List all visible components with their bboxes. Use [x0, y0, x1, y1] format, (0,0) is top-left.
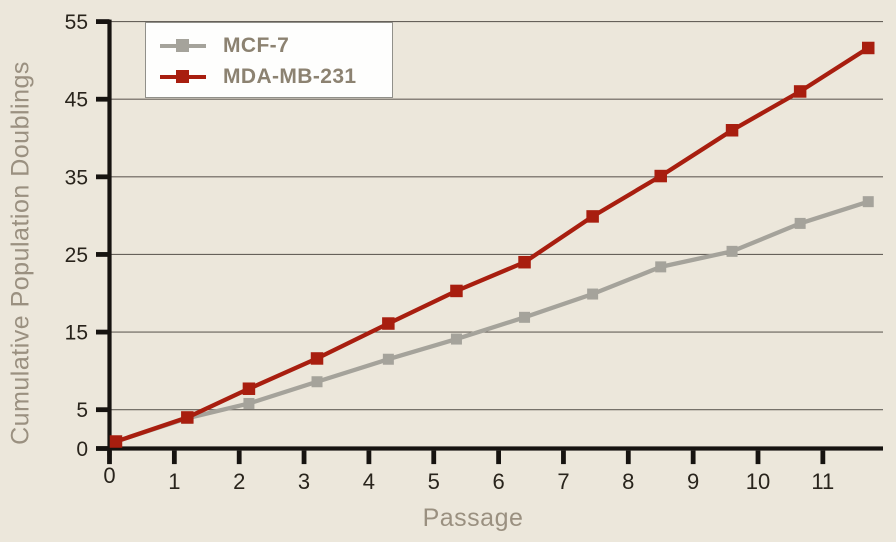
x-tick-label-6: 6 [492, 469, 504, 494]
y-tick-label-45: 45 [65, 89, 88, 112]
y-tick-label-55: 55 [65, 11, 88, 34]
x-tick-9 [690, 450, 696, 465]
series-marker-mda-mb-231-6 [518, 255, 531, 269]
x-tick-5 [431, 450, 437, 465]
y-axis-title: Cumulative Population Doublings [6, 61, 35, 445]
legend-item-mcf7: MCF-7 [160, 30, 392, 61]
series-marker-mcf-7-9 [726, 245, 738, 257]
series-marker-mcf-7-3 [311, 376, 323, 388]
x-axis-title: Passage [422, 504, 524, 532]
x-tick-2 [236, 450, 242, 465]
legend-label-mda-mb-231: MDA-MB-231 [223, 64, 357, 88]
series-marker-mda-mb-231-0 [109, 435, 123, 448]
x-tick-10 [755, 450, 761, 465]
series-marker-mda-mb-231-4 [382, 317, 395, 330]
series-marker-mda-mb-231-3 [310, 352, 324, 365]
x-tick-3 [301, 450, 307, 465]
y-tick-0 [96, 446, 110, 451]
y-tick-35 [96, 174, 110, 180]
x-tick-label-2: 2 [233, 469, 245, 494]
series-marker-mcf-7-2 [243, 397, 255, 409]
x-tick-label-7: 7 [557, 469, 569, 494]
y-tick-15 [96, 329, 110, 335]
series-marker-mcf-7-6 [519, 311, 531, 323]
x-tick-label-3: 3 [298, 469, 310, 494]
legend-square-marker-icon [176, 70, 189, 83]
x-tick-label-9: 9 [687, 469, 699, 494]
x-tick-label-8: 8 [622, 469, 634, 494]
x-tick-1 [171, 450, 177, 465]
legend-square-marker-icon [176, 39, 189, 52]
series-marker-mda-mb-231-8 [654, 169, 667, 183]
x-tick-label-5: 5 [428, 469, 440, 494]
x-tick-0 [107, 450, 112, 465]
x-tick-label-10: 10 [746, 469, 770, 494]
y-tick-label-0: 0 [76, 438, 88, 461]
series-marker-mcf-7-7 [587, 288, 599, 300]
y-tick-5 [96, 407, 110, 413]
x-axis-line [96, 446, 883, 451]
legend-line-marker-icon [160, 39, 206, 52]
series-marker-mda-mb-231-5 [450, 284, 463, 298]
series-marker-mcf-7-8 [655, 261, 667, 273]
series-marker-mda-mb-231-11 [861, 41, 875, 55]
x-tick-8 [625, 450, 631, 465]
y-tick-55 [96, 19, 110, 24]
series-marker-mcf-7-5 [450, 333, 462, 345]
series-marker-mcf-7-4 [382, 353, 394, 365]
series-marker-mda-mb-231-2 [242, 382, 256, 395]
y-tick-label-15: 15 [65, 322, 88, 345]
y-axis-line [107, 19, 112, 456]
legend-label-mcf7: MCF-7 [223, 33, 290, 57]
series-line-mda-mb-231 [115, 46, 870, 444]
x-tick-label-0: 0 [103, 463, 115, 488]
y-tick-label-5: 5 [76, 399, 88, 422]
legend: MCF-7 MDA-MB-231 [145, 22, 393, 98]
series-marker-mcf-7-10 [794, 217, 806, 229]
x-tick-7 [561, 450, 566, 465]
series-marker-mda-mb-231-1 [181, 411, 194, 424]
y-tick-label-25: 25 [65, 244, 88, 267]
x-tick-6 [496, 450, 501, 465]
legend-line-marker-icon [160, 70, 206, 83]
series-marker-mda-mb-231-10 [793, 85, 807, 98]
legend-item-mda-mb-231: MDA-MB-231 [160, 61, 392, 92]
x-tick-4 [366, 450, 372, 465]
x-tick-11 [820, 450, 826, 465]
y-tick-25 [96, 252, 110, 257]
series-marker-mcf-7-11 [862, 196, 874, 208]
series-marker-mda-mb-231-7 [586, 210, 599, 223]
x-tick-label-1: 1 [168, 469, 180, 494]
series-line-mcf-7 [115, 199, 869, 444]
series-marker-mda-mb-231-9 [725, 124, 739, 137]
x-tick-label-11: 11 [811, 469, 834, 494]
y-tick-45 [96, 96, 110, 102]
y-tick-label-35: 35 [65, 166, 88, 189]
x-tick-label-4: 4 [363, 469, 375, 494]
